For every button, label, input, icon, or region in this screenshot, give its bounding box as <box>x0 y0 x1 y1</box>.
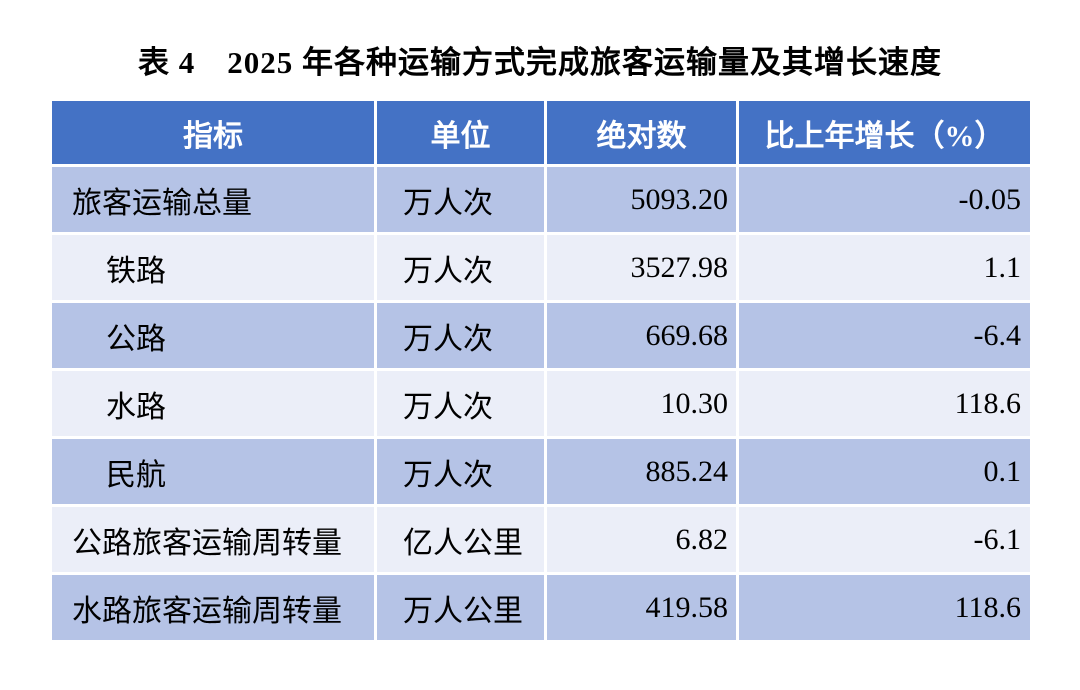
row-4-growth: 118.6 <box>739 371 1030 436</box>
header-growth: 比上年增长（%） <box>739 101 1030 164</box>
row-5-value: 885.24 <box>547 439 736 504</box>
row-1-growth: -0.05 <box>739 167 1030 232</box>
row-3-indicator: 公路 <box>52 303 374 368</box>
row-7-value: 419.58 <box>547 575 736 640</box>
row-4-unit: 万人次 <box>377 371 544 436</box>
row-2-growth: 1.1 <box>739 235 1030 300</box>
row-6-growth: -6.1 <box>739 507 1030 572</box>
row-7-indicator: 水路旅客运输周转量 <box>52 575 374 640</box>
row-5-unit: 万人次 <box>377 439 544 504</box>
table-title: 表 4 2025 年各种运输方式完成旅客运输量及其增长速度 <box>138 45 942 80</box>
header-absolute-value: 绝对数 <box>547 101 736 164</box>
row-3-growth: -6.4 <box>739 303 1030 368</box>
row-1-indicator: 旅客运输总量 <box>52 167 374 232</box>
passenger-transport-table: 指标 单位 绝对数 比上年增长（%） 旅客运输总量 万人次 5093.20 -0… <box>52 101 1030 640</box>
row-1-value: 5093.20 <box>547 167 736 232</box>
row-7-growth: 118.6 <box>739 575 1030 640</box>
row-2-value: 3527.98 <box>547 235 736 300</box>
header-indicator: 指标 <box>52 101 374 164</box>
row-5-indicator: 民航 <box>52 439 374 504</box>
row-5-growth: 0.1 <box>739 439 1030 504</box>
row-4-value: 10.30 <box>547 371 736 436</box>
row-6-value: 6.82 <box>547 507 736 572</box>
row-1-unit: 万人次 <box>377 167 544 232</box>
row-2-unit: 万人次 <box>377 235 544 300</box>
row-6-indicator: 公路旅客运输周转量 <box>52 507 374 572</box>
row-7-unit: 万人公里 <box>377 575 544 640</box>
header-unit: 单位 <box>377 101 544 164</box>
row-3-unit: 万人次 <box>377 303 544 368</box>
row-6-unit: 亿人公里 <box>377 507 544 572</box>
row-4-indicator: 水路 <box>52 371 374 436</box>
row-3-value: 669.68 <box>547 303 736 368</box>
row-2-indicator: 铁路 <box>52 235 374 300</box>
